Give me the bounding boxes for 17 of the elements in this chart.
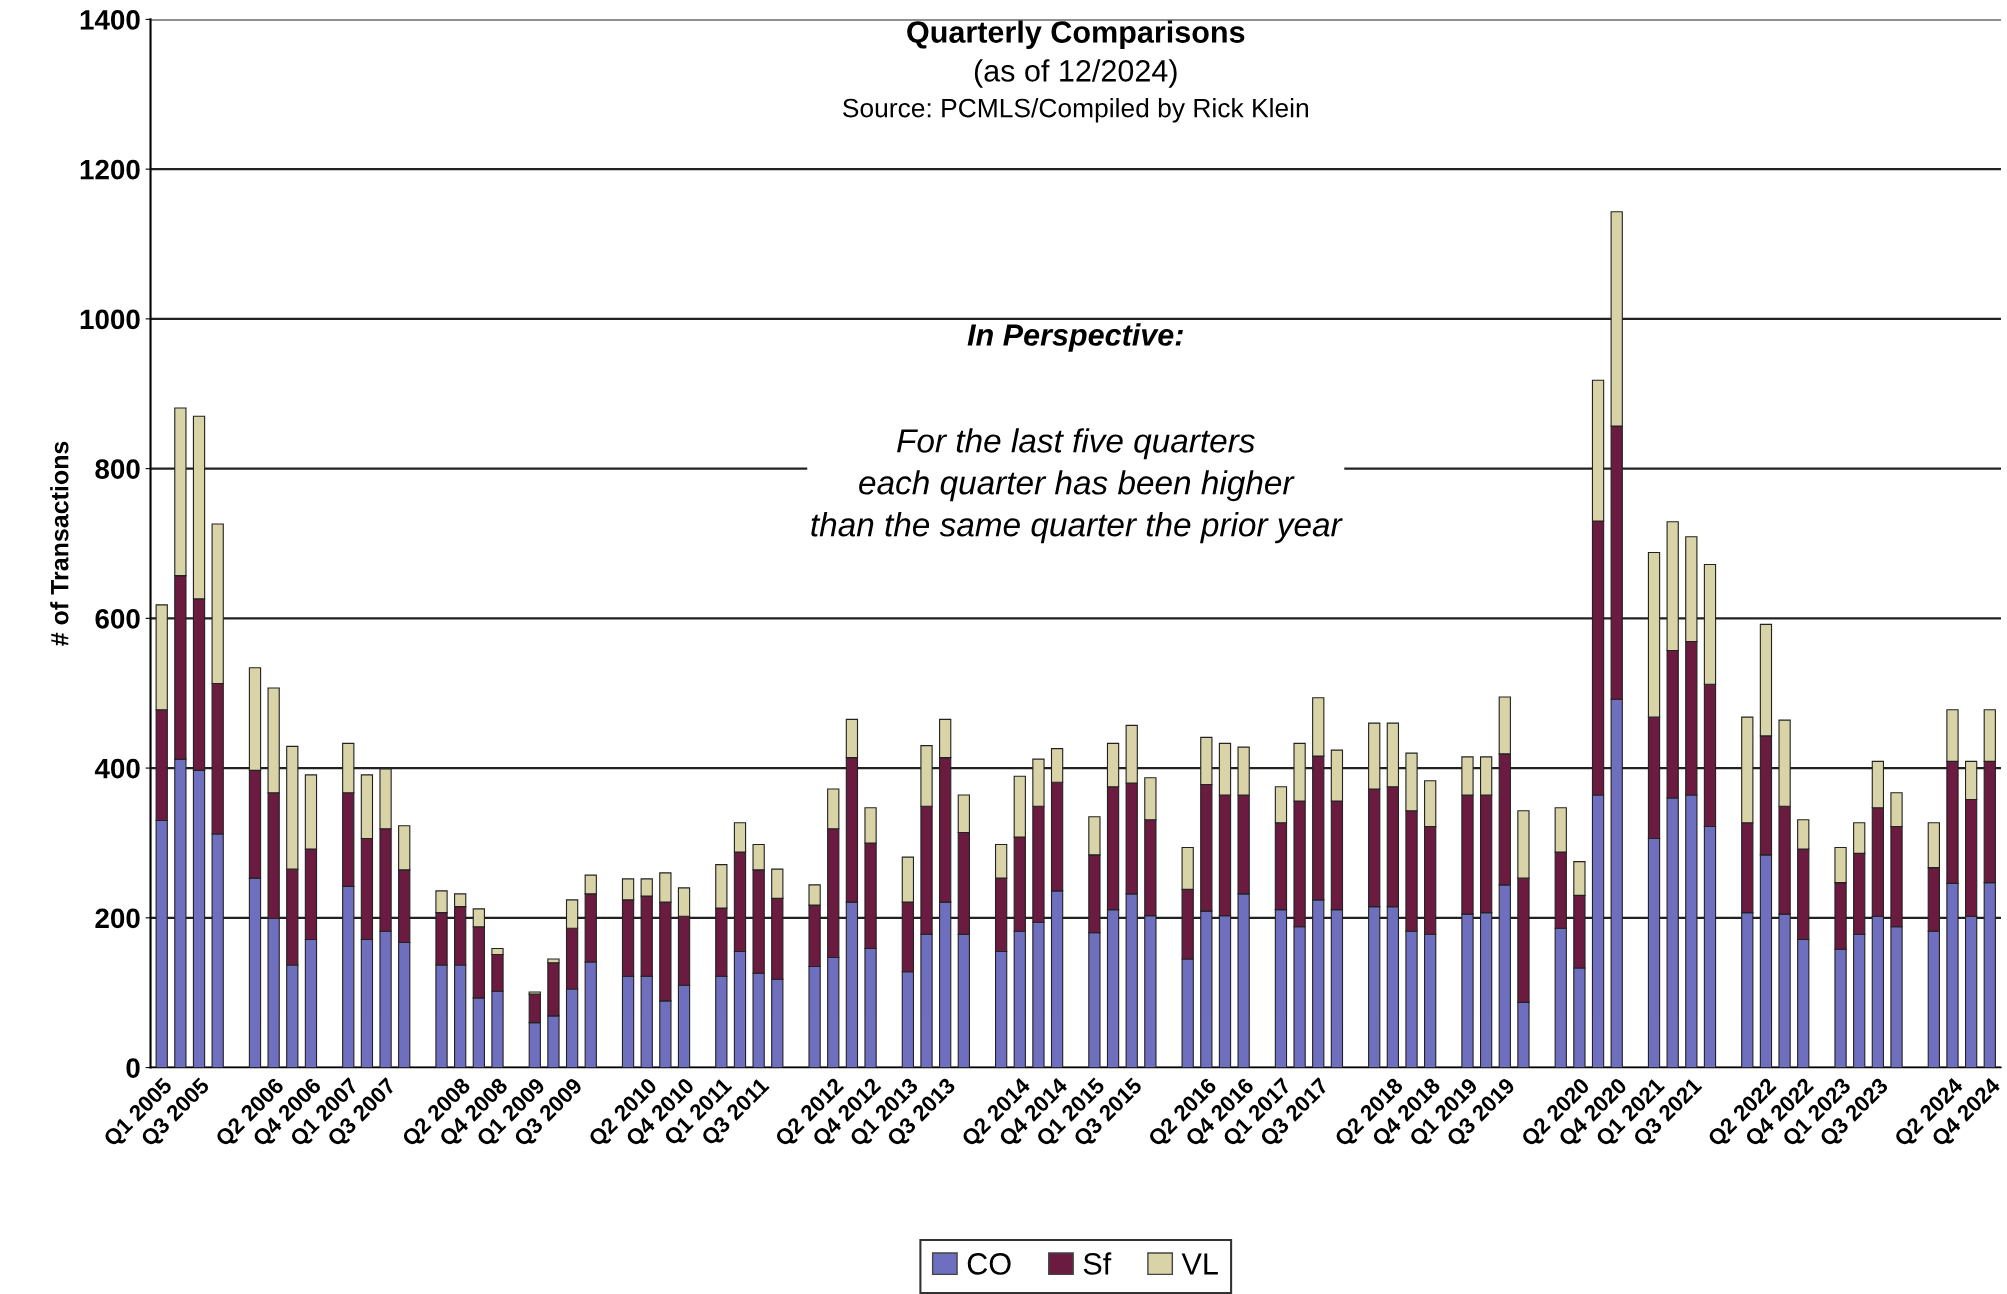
legend-label: CO (967, 1253, 1011, 1275)
annotation: For the last five quarters each quarter has been higher than the same quarter the prior year (811, 428, 1343, 544)
y-axis-title: # of Transactions (50, 441, 69, 646)
y-tick-label: 1400 (80, 10, 140, 30)
y-tick-label: 1000 (80, 309, 140, 330)
legend-label: VL (1181, 1253, 1218, 1275)
annotation: Source: PCMLS/Compiled by Rick Klein (843, 98, 1308, 123)
y-tick-label: 1200 (80, 159, 140, 180)
y-tick-label: 800 (95, 459, 140, 479)
y-tick-label: 0 (126, 1058, 140, 1078)
y-tick-label: 600 (95, 609, 140, 629)
text: (as of 12/2024) (974, 59, 1177, 88)
y-tick-label: 200 (95, 908, 140, 929)
y-tick-label: 400 (94, 758, 140, 779)
annotation: In Perspective: (967, 323, 1183, 352)
chart-title: Quarterly Comparisons (907, 20, 1245, 49)
legend-label: Sf (1083, 1252, 1112, 1275)
